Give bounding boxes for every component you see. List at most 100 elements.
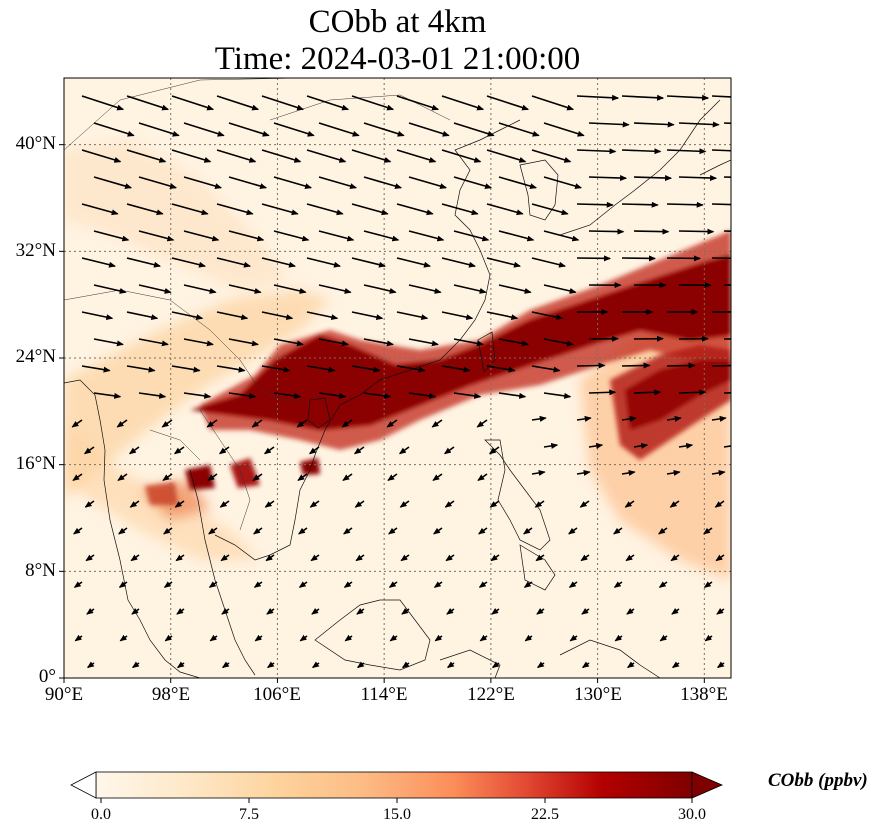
wind-arrow bbox=[363, 284, 397, 294]
wind-arrow bbox=[670, 554, 680, 562]
wind-arrow bbox=[138, 122, 180, 137]
wind-arrow bbox=[273, 122, 315, 137]
wind-arrow bbox=[704, 634, 713, 642]
wind-arrow bbox=[163, 581, 173, 588]
wind-arrow bbox=[93, 176, 133, 189]
wind-arrow bbox=[265, 554, 275, 562]
wind-arrow bbox=[311, 661, 320, 669]
wind-arrow bbox=[207, 473, 218, 481]
wind-arrow bbox=[534, 500, 545, 508]
wind-arrow bbox=[633, 228, 670, 235]
wind-arrow bbox=[363, 230, 400, 242]
wind-arrow bbox=[138, 176, 178, 189]
wind-vectors bbox=[71, 94, 731, 669]
wind-arrow bbox=[219, 500, 230, 508]
wind-arrow bbox=[74, 634, 83, 642]
wind-arrow bbox=[221, 661, 230, 669]
wind-arrow bbox=[711, 95, 731, 98]
wind-arrow bbox=[479, 634, 488, 642]
wind-arrow bbox=[621, 415, 637, 422]
wind-arrow bbox=[253, 581, 263, 588]
wind-arrow bbox=[251, 419, 263, 428]
wind-arrow bbox=[666, 201, 704, 208]
wind-arrow bbox=[568, 527, 578, 535]
wind-arrow bbox=[176, 661, 185, 669]
wind-arrow bbox=[441, 95, 485, 111]
wind-arrow bbox=[273, 176, 313, 189]
wind-arrow bbox=[183, 176, 223, 189]
wind-arrow bbox=[579, 500, 590, 508]
wind-arrow bbox=[318, 284, 352, 294]
wind-arrow bbox=[543, 284, 577, 294]
wind-arrow bbox=[678, 389, 707, 396]
wind-arrow bbox=[298, 527, 308, 535]
wind-arrow bbox=[171, 203, 209, 216]
wind-arrow bbox=[453, 284, 487, 294]
wind-arrow bbox=[254, 634, 263, 642]
wind-arrow bbox=[126, 365, 156, 373]
wind-arrow bbox=[486, 149, 527, 163]
wind-arrow bbox=[351, 149, 392, 163]
map-area bbox=[64, 78, 731, 678]
wind-arrow bbox=[711, 203, 731, 206]
wind-arrow bbox=[399, 500, 410, 508]
wind-arrow bbox=[453, 392, 482, 399]
wind-arrow bbox=[131, 661, 140, 669]
wind-arrow bbox=[711, 149, 731, 152]
wind-arrow bbox=[71, 419, 83, 428]
wind-arrow bbox=[206, 419, 218, 428]
wind-arrow bbox=[633, 389, 662, 396]
wind-arrow bbox=[130, 554, 140, 562]
wind-arrow bbox=[273, 284, 307, 294]
wind-arrow bbox=[531, 149, 572, 163]
wind-arrow bbox=[478, 581, 488, 588]
wind-arrow bbox=[310, 554, 320, 562]
wind-arrow bbox=[569, 634, 578, 642]
wind-arrow bbox=[543, 442, 559, 449]
wind-arrow bbox=[453, 230, 490, 242]
wind-arrow bbox=[228, 122, 270, 137]
wind-arrow bbox=[306, 257, 341, 268]
wind-arrow bbox=[306, 149, 347, 163]
wind-arrow bbox=[363, 338, 394, 347]
lon-tick-label: 106°E bbox=[253, 684, 301, 705]
wind-arrow bbox=[491, 608, 500, 615]
wind-arrow bbox=[498, 284, 532, 294]
colorbar-label: CObb (ppbv) bbox=[768, 770, 868, 791]
wind-arrow bbox=[678, 121, 720, 128]
wind-arrow bbox=[356, 608, 365, 615]
wind-arrow bbox=[356, 661, 365, 669]
wind-arrow bbox=[173, 446, 185, 455]
wind-arrow bbox=[714, 500, 725, 508]
wind-arrow bbox=[711, 469, 726, 476]
wind-arrow bbox=[624, 500, 635, 508]
wind-arrow bbox=[536, 608, 545, 615]
wind-arrow bbox=[490, 554, 500, 562]
lon-tick-label: 98°E bbox=[151, 684, 191, 705]
colorbar-extend-min bbox=[70, 771, 97, 799]
wind-arrow bbox=[396, 365, 426, 373]
wind-arrow bbox=[486, 203, 524, 216]
wind-arrow bbox=[432, 473, 443, 481]
wind-arrow bbox=[658, 581, 668, 588]
wind-arrow bbox=[669, 500, 680, 508]
wind-arrow bbox=[126, 311, 159, 321]
wind-arrow bbox=[633, 442, 649, 449]
wind-arrow bbox=[353, 446, 365, 455]
wind-arrow bbox=[531, 257, 566, 268]
lat-tick-label: 24°N bbox=[15, 346, 56, 367]
wind-arrow bbox=[711, 364, 731, 367]
wind-arrow bbox=[477, 473, 488, 481]
wind-arrow bbox=[401, 608, 410, 615]
wind-arrow bbox=[261, 149, 302, 163]
wind-arrow bbox=[388, 581, 398, 588]
wind-arrow bbox=[81, 149, 122, 163]
wind-arrow bbox=[318, 176, 358, 189]
wind-arrow bbox=[588, 442, 604, 449]
wind-arrow bbox=[524, 634, 533, 642]
wind-arrow bbox=[266, 608, 275, 615]
wind-arrow bbox=[433, 527, 443, 535]
wind-arrow bbox=[576, 469, 591, 476]
wind-arrow bbox=[309, 500, 320, 508]
wind-arrow bbox=[299, 634, 308, 642]
